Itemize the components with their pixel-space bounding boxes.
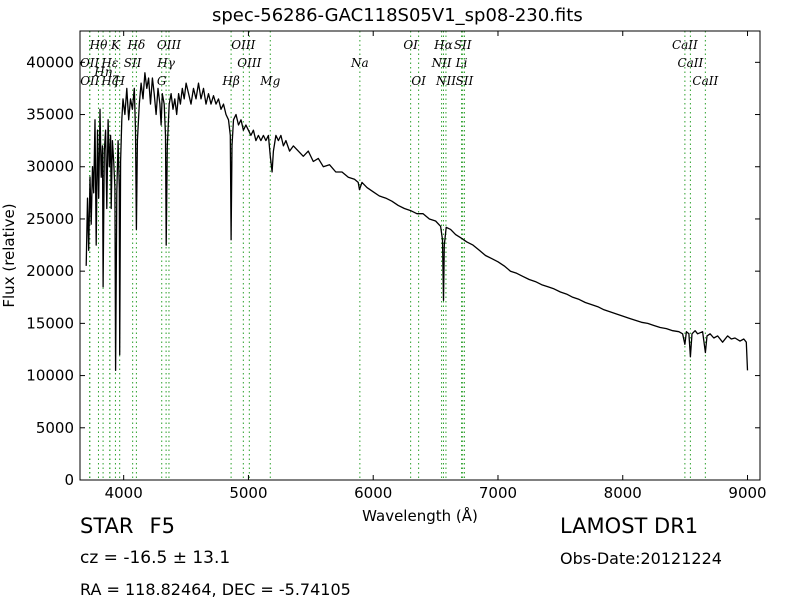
- x-axis-label: Wavelength (Å): [362, 506, 478, 525]
- spectral-line-label: OII: [80, 56, 100, 70]
- x-tick-label: 5000: [229, 484, 267, 502]
- spectral-line-label: SII: [124, 56, 142, 70]
- spectral-line-label: NII: [431, 56, 452, 70]
- redshift-label: cz = -16.5 ± 13.1: [80, 548, 231, 568]
- spectral-line-label: Hζ: [100, 74, 119, 88]
- spectral-line-label: CaII: [692, 74, 718, 88]
- survey-label: LAMOST DR1: [560, 514, 699, 538]
- y-tick-label: 30000: [26, 158, 74, 176]
- spectral-line-label: Hη: [93, 65, 112, 79]
- spectral-line-label: G: [157, 74, 167, 88]
- axes: 4000 5000 6000 7000 8000 9000 0 5000 10000 15000 2…: [0, 30, 767, 525]
- spectral-line-label: Hα: [433, 38, 453, 52]
- spectral-subclass: F5: [149, 514, 175, 538]
- y-tick-label: 25000: [26, 210, 74, 228]
- spectral-line-label: OIII: [231, 38, 255, 52]
- spectral-line-label: Hε: [100, 56, 118, 70]
- plot-frame: [79, 30, 761, 481]
- spectrum-line: [85, 72, 749, 372]
- y-tick-label: 0: [64, 471, 74, 489]
- spectral-line-label: NII: [435, 74, 456, 88]
- x-tick-label: 6000: [354, 484, 392, 502]
- spectral-line-label: Li: [455, 56, 468, 70]
- y-tick-label: 35000: [26, 106, 74, 124]
- spectral-line-label: OIII: [157, 38, 181, 52]
- spectral-line-label: Hδ: [127, 38, 146, 52]
- spectral-line-label: OII: [80, 74, 100, 88]
- x-tick-label: 9000: [728, 484, 766, 502]
- spectral-line-label: Hβ: [221, 74, 239, 88]
- spectral-line-label: H: [113, 74, 125, 88]
- spectral-line-label: SII: [456, 74, 474, 88]
- object-class: STAR: [80, 514, 134, 538]
- y-tick-label: 15000: [26, 314, 74, 332]
- spectral-line-label: OI: [411, 74, 426, 88]
- spectrum-series: [85, 72, 749, 372]
- spectral-line-label: OIII: [237, 56, 261, 70]
- spectral-line-label: K: [110, 38, 121, 52]
- y-tick-label: 40000: [26, 53, 74, 71]
- x-tick-label: 8000: [604, 484, 642, 502]
- spectral-line-label: CaII: [677, 56, 703, 70]
- y-tick-label: 10000: [26, 367, 74, 385]
- spectral-line-markers: [89, 31, 706, 480]
- object-class-label: STAR F5: [80, 514, 175, 538]
- spectral-line-label: Hθ: [89, 38, 108, 52]
- observation-date-label: Obs-Date:20121224: [560, 549, 722, 568]
- spectral-line-label: Na: [350, 56, 369, 70]
- y-tick-label: 20000: [26, 262, 74, 280]
- coordinates-label: RA = 118.82464, DEC = -5.74105: [80, 580, 351, 599]
- spectral-line-label: Mg: [259, 74, 280, 88]
- spectral-line-label: CaII: [672, 38, 698, 52]
- spectral-line-label: Hγ: [156, 56, 175, 70]
- y-tick-label: 5000: [36, 419, 74, 437]
- x-tick-label: 7000: [479, 484, 517, 502]
- spectral-line-label: OI: [403, 38, 418, 52]
- y-axis-label: Flux (relative): [0, 203, 18, 307]
- spectral-line-label: SII: [454, 38, 472, 52]
- chart-title: spec-56286-GAC118S05V1_sp08-230.fits: [212, 5, 583, 26]
- x-tick-label: 4000: [105, 484, 143, 502]
